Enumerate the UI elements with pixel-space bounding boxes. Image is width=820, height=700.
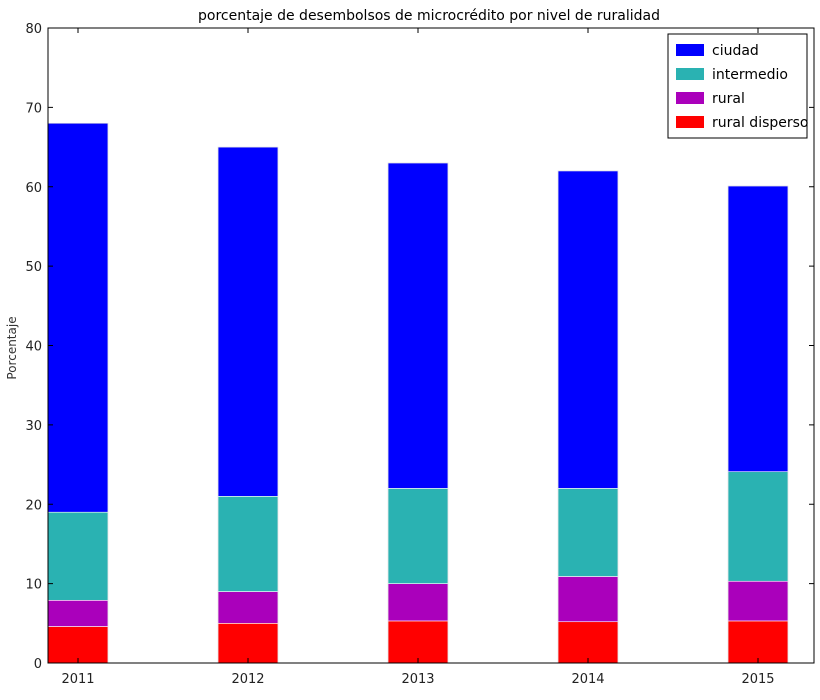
y-tick-label: 40	[25, 340, 42, 355]
bar-intermedio-2014	[557, 488, 619, 577]
y-tick-label: 20	[25, 498, 42, 513]
y-tick-label: 80	[25, 22, 42, 37]
legend: ciudad intermedio rural rural disperso	[667, 33, 809, 139]
bar-rural-disperso-2014	[557, 621, 619, 664]
bar-rural-disperso-2011	[47, 626, 109, 664]
y-tick-label: 10	[25, 578, 42, 593]
bar-ciudad-2011	[47, 122, 109, 513]
bar-ciudad-2015	[727, 185, 789, 473]
bar-ciudad-2014	[557, 170, 619, 489]
legend-swatch-rural	[676, 92, 704, 104]
bar-intermedio-2013	[387, 488, 449, 584]
bar-rural-disperso-2015	[727, 620, 789, 664]
bar-rural-2013	[387, 583, 449, 622]
bar-rural-disperso-2013	[387, 620, 449, 664]
bar-rural-2012	[217, 591, 279, 624]
bar-intermedio-2011	[47, 511, 109, 601]
legend-label-ciudad: ciudad	[712, 43, 759, 59]
bar-ciudad-2013	[387, 162, 449, 489]
bar-intermedio-2015	[727, 471, 789, 582]
x-tick-label: 2014	[571, 672, 604, 687]
bars-layer	[47, 122, 789, 664]
y-axis-label: Porcentaje	[5, 316, 19, 379]
bar-intermedio-2012	[217, 496, 279, 592]
bar-rural-disperso-2012	[217, 623, 279, 664]
x-tick-label: 2011	[61, 672, 94, 687]
x-tick-label: 2012	[231, 672, 264, 687]
y-tick-label: 60	[25, 181, 42, 196]
y-tick-label: 50	[25, 260, 42, 275]
legend-swatch-intermedio	[676, 68, 704, 80]
x-tick-label: 2015	[741, 672, 774, 687]
legend-label-rural: rural	[712, 91, 745, 107]
bar-rural-2011	[47, 599, 109, 627]
x-tick-label: 2013	[401, 672, 434, 687]
y-tick-label: 70	[25, 101, 42, 116]
y-tick-label: 30	[25, 419, 42, 434]
bar-rural-2014	[557, 576, 619, 623]
y-tick-label: 0	[34, 657, 42, 672]
axes-layer: 0 10 20 30 40 50 60 70 80 2011 2012 2013 2014 2015	[25, 22, 814, 687]
bar-rural-2015	[727, 580, 789, 622]
legend-label-rural-disperso: rural disperso	[712, 115, 809, 131]
legend-swatch-ciudad	[676, 44, 704, 56]
legend-label-intermedio: intermedio	[712, 67, 788, 83]
legend-swatch-rural-disperso	[676, 116, 704, 128]
bar-ciudad-2012	[217, 146, 279, 497]
chart-title: porcentaje de desembolsos de microcrédit…	[198, 8, 660, 24]
